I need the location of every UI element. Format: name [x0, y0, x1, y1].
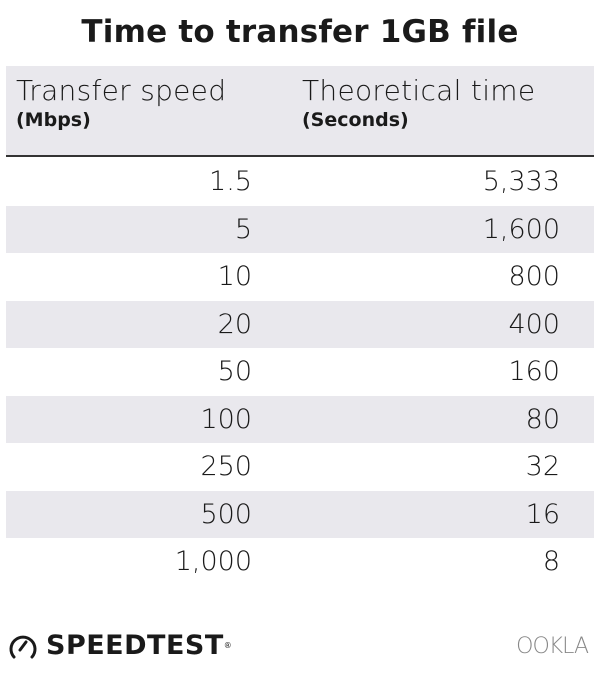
cell-speed: 250 — [200, 451, 252, 482]
cell-speed: 1.5 — [209, 166, 252, 197]
table-row: 20 400 — [6, 300, 594, 348]
cell-speed: 50 — [217, 356, 252, 387]
cell-speed: 1,000 — [174, 546, 252, 577]
table-row: 5 1,600 — [6, 205, 594, 253]
cell-speed: 10 — [217, 261, 252, 292]
cell-time: 160 — [508, 356, 560, 387]
table-body: 1.5 5,333 5 1,600 10 800 20 400 50 160 100 80 250 32 5… — [6, 158, 594, 586]
cell-time: 8 — [542, 546, 560, 577]
table-row: 1.5 5,333 — [6, 158, 594, 206]
speedtest-logo: SPEEDTEST ® — [8, 630, 232, 661]
cell-time: 80 — [525, 403, 560, 435]
table-row: 500 16 — [6, 490, 594, 538]
cell-speed: 20 — [217, 308, 252, 340]
speedometer-icon — [9, 635, 37, 658]
cell-speed: 5 — [234, 213, 252, 245]
table-row: 100 80 — [6, 395, 594, 443]
cell-time: 400 — [508, 308, 560, 340]
header-theoretical-time: Theoretical time (Seconds) — [302, 74, 536, 131]
cell-time: 16 — [525, 498, 560, 530]
cell-speed: 100 — [200, 403, 252, 435]
header-transfer-speed: Transfer speed (Mbps) — [16, 74, 227, 131]
chart-title: Time to transfer 1GB file — [81, 14, 519, 50]
table-row: 250 32 — [6, 443, 594, 491]
cell-time: 800 — [508, 261, 560, 292]
table-row: 10 800 — [6, 253, 594, 301]
cell-time: 32 — [525, 451, 560, 482]
cell-time: 1,600 — [482, 213, 560, 245]
table-row: 50 160 — [6, 348, 594, 396]
table-row: 1,000 8 — [6, 538, 594, 586]
cell-speed: 500 — [200, 498, 252, 530]
table-header: Transfer speed (Mbps) Theoretical time (… — [6, 66, 594, 157]
ookla-logo: OOKLA — [516, 634, 589, 659]
cell-time: 5,333 — [482, 166, 560, 197]
